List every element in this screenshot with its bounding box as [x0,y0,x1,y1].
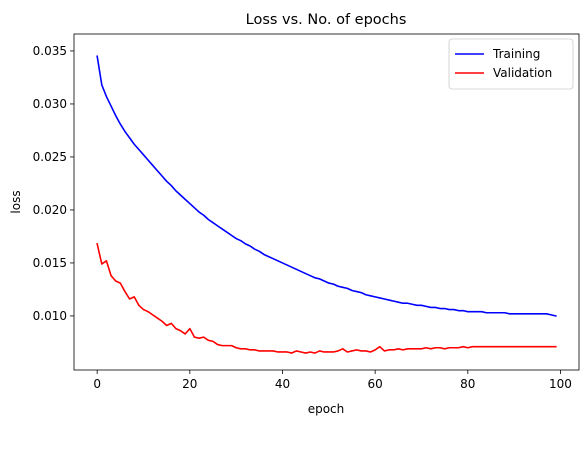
x-axis-label: epoch [308,402,345,416]
x-tick-label: 20 [182,377,197,391]
y-axis-ticks: 0.010 0.015 0.020 0.025 0.030 0.035 [33,44,74,323]
x-tick-label: 0 [93,377,101,391]
series-line-validation [96,242,557,354]
x-tick-label: 80 [460,377,475,391]
legend-label-training: Training [492,47,540,61]
y-axis-label: loss [9,190,23,213]
legend-box [448,38,574,90]
y-tick-label: 0.010 [33,309,67,323]
plot-area [73,33,580,371]
legend-label-validation: Validation [493,66,552,80]
chart-title: Loss vs. No. of epochs [246,12,407,28]
series-line-training [96,55,557,317]
y-tick-label: 0.015 [33,256,67,270]
axes-frame [73,33,580,371]
x-tick-label: 100 [549,377,572,391]
x-tick-label: 40 [275,377,290,391]
x-tick-label: 60 [368,377,383,391]
series-layer [96,55,557,354]
y-tick-label: 0.030 [33,97,67,111]
y-tick-label: 0.020 [33,203,67,217]
y-tick-label: 0.035 [33,44,67,58]
legend: Training Validation [448,38,574,90]
y-tick-label: 0.025 [33,150,67,164]
x-axis-ticks: 0 20 40 60 80 100 [93,370,572,391]
